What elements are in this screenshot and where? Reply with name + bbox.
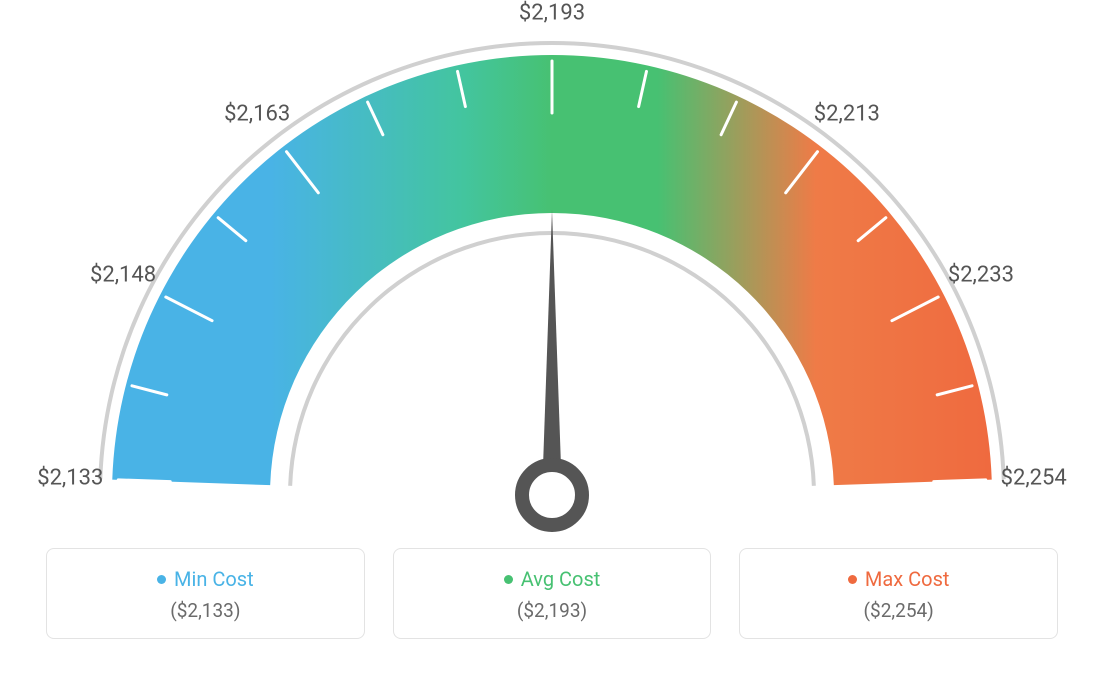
legend-title-min: Min Cost bbox=[157, 567, 254, 591]
legend-card-avg: Avg Cost ($2,193) bbox=[393, 548, 712, 639]
legend-title-min-text: Min Cost bbox=[174, 567, 254, 591]
legend-title-avg: Avg Cost bbox=[504, 567, 601, 591]
legend-row: Min Cost ($2,133) Avg Cost ($2,193) Max … bbox=[0, 548, 1104, 639]
legend-title-max: Max Cost bbox=[848, 567, 950, 591]
gauge-tick-label: $2,233 bbox=[948, 263, 1014, 288]
gauge-tick-label: $2,193 bbox=[519, 1, 585, 26]
gauge-tick-label: $2,254 bbox=[1001, 466, 1067, 491]
legend-title-max-text: Max Cost bbox=[865, 567, 950, 591]
legend-title-avg-text: Avg Cost bbox=[521, 567, 601, 591]
gauge-tick-label: $2,163 bbox=[224, 101, 290, 126]
gauge-tick-label: $2,213 bbox=[814, 101, 880, 126]
legend-value-avg: ($2,193) bbox=[404, 599, 701, 622]
gauge-chart: $2,133 $2,148 $2,163 $2,193 $2,213 $2,233 $2,2… bbox=[0, 0, 1104, 540]
legend-card-max: Max Cost ($2,254) bbox=[739, 548, 1058, 639]
legend-card-min: Min Cost ($2,133) bbox=[46, 548, 365, 639]
legend-dot-max bbox=[848, 575, 857, 584]
legend-value-max: ($2,254) bbox=[750, 599, 1047, 622]
legend-dot-min bbox=[157, 575, 166, 584]
gauge-tick-label: $2,133 bbox=[37, 466, 103, 491]
gauge-svg bbox=[0, 0, 1104, 540]
legend-dot-avg bbox=[504, 575, 513, 584]
legend-value-min: ($2,133) bbox=[57, 599, 354, 622]
gauge-tick-label: $2,148 bbox=[90, 263, 156, 288]
